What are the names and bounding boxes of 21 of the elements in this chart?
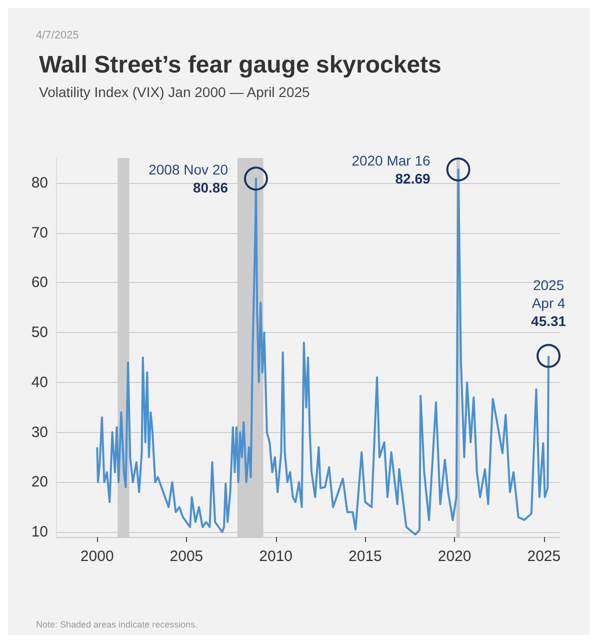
x-tick-label: 2015 — [348, 548, 382, 565]
y-tick-label: 20 — [31, 474, 48, 491]
annotation: 2020 Mar 16 82.69 — [352, 152, 431, 187]
x-tick-label: 2025 — [527, 548, 561, 565]
x-tick-label: 2000 — [80, 548, 114, 565]
y-tick-label: 30 — [31, 424, 48, 441]
y-tick-label: 70 — [31, 224, 48, 242]
y-tick-label: 10 — [31, 524, 48, 541]
y-tick-label: 40 — [31, 374, 48, 391]
chart-title: Wall Street’s fear gauge skyrockets — [39, 52, 442, 78]
y-tick-label: 50 — [31, 324, 48, 342]
y-tick-label: 60 — [31, 274, 48, 292]
text: 4/7/2025 — [36, 30, 79, 42]
text: Note: Shaded areas indicate recessions. — [36, 620, 198, 630]
x-tick-label: 2020 — [438, 548, 472, 565]
annotation: 2008 Nov 20 80.86 — [148, 162, 228, 196]
chart-subtitle: Volatility Index (VIX) Jan 2000 — April 2025 — [39, 84, 310, 100]
x-tick-label: 2010 — [259, 548, 293, 565]
annotation: 2025 Apr 4 45.31 — [531, 276, 566, 329]
x-tick-label: 2005 — [170, 548, 204, 565]
y-tick-label: 80 — [31, 174, 48, 192]
